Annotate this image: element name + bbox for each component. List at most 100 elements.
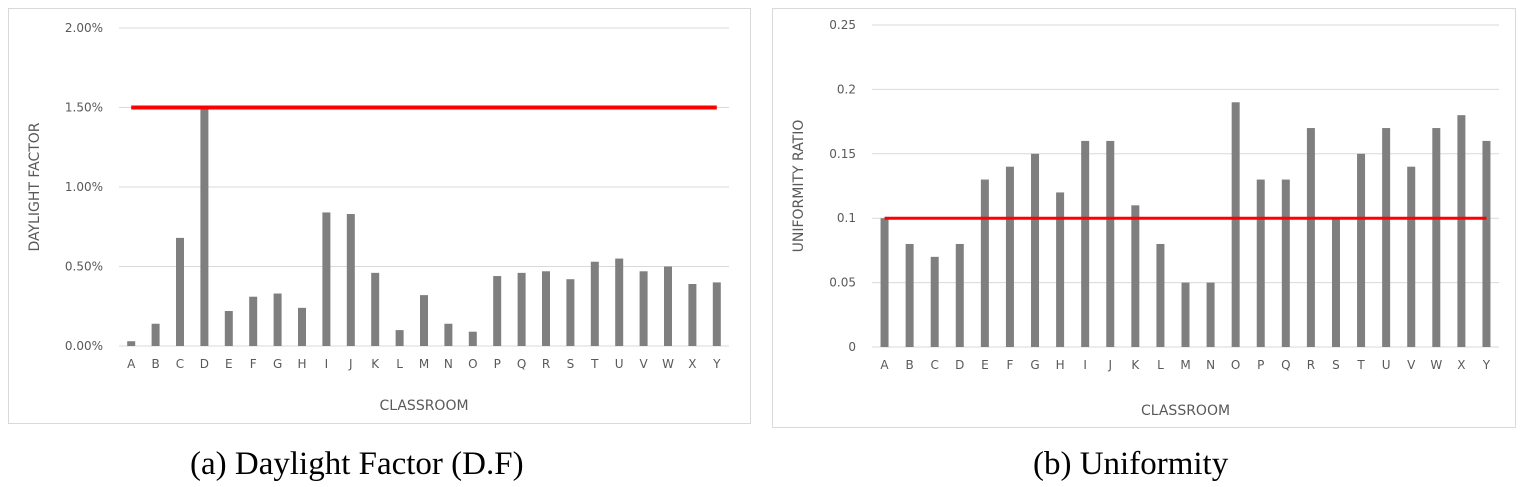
x-tick-label: S	[567, 357, 575, 371]
x-tick-label: K	[371, 357, 380, 371]
y-tick-label: 0.50%	[65, 260, 103, 274]
bar	[639, 271, 648, 346]
bar	[420, 295, 428, 346]
bar	[1331, 218, 1340, 347]
x-tick-label: G	[1030, 358, 1039, 372]
x-axis-label: CLASSROOM	[1141, 403, 1230, 419]
x-tick-label: R	[1307, 358, 1315, 372]
x-tick-label: P	[1257, 358, 1264, 372]
bar	[1457, 115, 1466, 347]
x-tick-label: M	[1180, 358, 1190, 372]
bar	[664, 266, 672, 346]
bar	[1432, 128, 1441, 347]
bar	[224, 311, 233, 346]
caption-uniformity: (b) Uniformity	[1033, 446, 1229, 482]
x-tick-label: E	[981, 358, 989, 372]
x-tick-label: S	[1332, 358, 1340, 372]
x-tick-label: H	[297, 357, 306, 371]
x-tick-label: U	[1382, 358, 1391, 372]
x-tick-label: E	[225, 357, 233, 371]
bar	[955, 243, 964, 347]
x-axis-label: CLASSROOM	[379, 398, 468, 414]
x-tick-label: R	[542, 357, 550, 371]
bar	[468, 331, 477, 346]
y-tick-label: 0.2	[837, 82, 856, 96]
bar	[980, 179, 989, 347]
bar	[1156, 243, 1165, 347]
x-tick-label: W	[1430, 358, 1442, 372]
uniformity-chart: 0 0.05 0.1 0.15 0.2 0.25 A B C D E F G H I J K L M N O P Q R S T U…	[791, 18, 1499, 419]
bar	[273, 293, 282, 346]
bar	[127, 341, 136, 346]
y-tick-label: 0	[848, 340, 856, 354]
x-tick-label: X	[1457, 358, 1465, 372]
bar	[1005, 166, 1014, 347]
x-tick-label: O	[468, 357, 477, 371]
y-tick-label: 1.00%	[65, 180, 103, 194]
x-tick-label: V	[639, 357, 648, 371]
y-tick-label: 0.1	[837, 211, 856, 225]
bar	[566, 279, 575, 346]
bar	[930, 256, 939, 347]
x-tick-label: C	[176, 357, 184, 371]
x-tick-label: N	[444, 357, 453, 371]
bar	[1056, 192, 1065, 347]
daylight-factor-chart: 0.00% 0.50% 1.00% 1.50% 2.00% A B C D E F G H I J K L M N O…	[27, 21, 729, 414]
x-tick-label: N	[1206, 358, 1215, 372]
x-tick-label: K	[1131, 358, 1140, 372]
uniformity-chart-panel: 0 0.05 0.1 0.15 0.2 0.25 A B C D E F G H I J K L M N O P Q R S T U…	[772, 8, 1516, 428]
bar	[712, 282, 721, 346]
y-tick-label: 0.15	[829, 147, 856, 161]
x-tick-label: X	[688, 357, 696, 371]
x-tick-label: Y	[1482, 358, 1491, 372]
bar	[880, 218, 889, 347]
x-tick-label: T	[590, 357, 599, 371]
x-tick-label: D	[200, 357, 209, 371]
bar	[1482, 140, 1491, 347]
caption-daylight-factor: (a) Daylight Factor (D.F)	[190, 446, 524, 482]
bar	[1281, 179, 1290, 347]
bar	[517, 272, 526, 346]
x-tick-label: Y	[712, 357, 721, 371]
bar	[444, 323, 453, 346]
bar	[1407, 166, 1416, 347]
bar	[1031, 153, 1040, 347]
bar	[1131, 205, 1140, 347]
bar	[1256, 179, 1265, 347]
x-tick-label: D	[955, 358, 964, 372]
bar	[200, 107, 209, 346]
daylight-factor-chart-panel: 0.00% 0.50% 1.00% 1.50% 2.00% A B C D E F G H I J K L M N O…	[8, 8, 751, 424]
x-tick-label: P	[494, 357, 501, 371]
x-tick-label: G	[273, 357, 282, 371]
x-tick-label: F	[250, 357, 257, 371]
bar	[322, 212, 331, 346]
y-tick-label: 0.25	[829, 18, 856, 32]
x-tick-label: O	[1231, 358, 1240, 372]
bar	[249, 296, 258, 346]
y-tick-label: 0.00%	[65, 339, 103, 353]
x-tick-label: V	[1407, 358, 1416, 372]
x-tick-label: J	[348, 357, 353, 371]
bar	[542, 271, 550, 346]
bar	[615, 258, 624, 346]
y-tick-label: 2.00%	[65, 21, 103, 35]
x-tick-label: T	[1356, 358, 1365, 372]
bar	[1357, 153, 1366, 347]
x-tick-label: U	[615, 357, 624, 371]
y-tick-label: 0.05	[829, 276, 856, 290]
x-tick-label: J	[1107, 358, 1112, 372]
bar	[590, 261, 599, 346]
bar	[1181, 282, 1190, 347]
x-tick-label: I	[1083, 358, 1087, 372]
bar	[371, 272, 380, 346]
x-tick-label: M	[419, 357, 429, 371]
bar	[688, 283, 697, 346]
x-tick-label: Q	[517, 357, 526, 371]
bar	[176, 237, 184, 346]
bar	[1206, 282, 1215, 347]
bar	[1231, 102, 1240, 347]
x-tick-label: B	[151, 357, 159, 371]
y-axis-label: UNIFORMITY RATIO	[791, 120, 807, 253]
bar	[346, 214, 355, 346]
bar	[905, 243, 914, 347]
